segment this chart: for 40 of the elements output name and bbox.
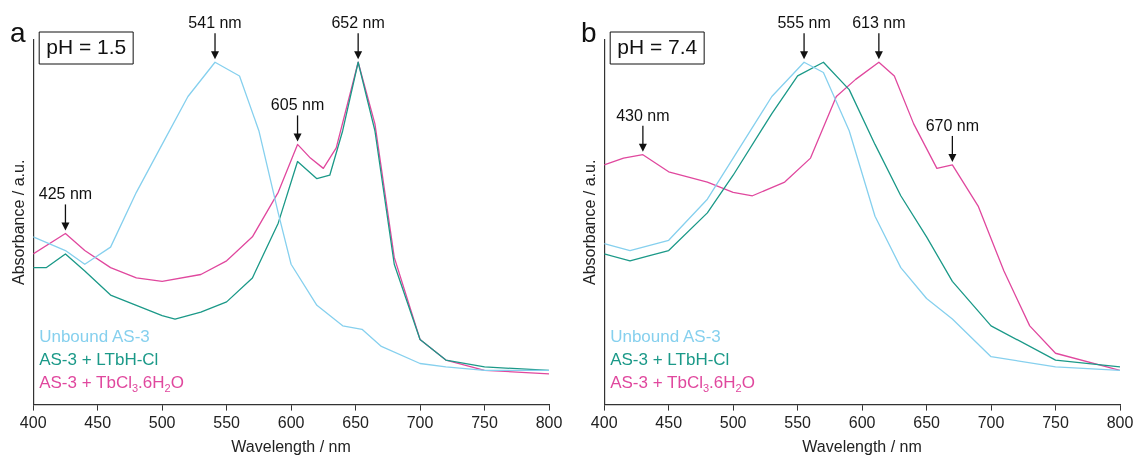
x-tick-label: 400	[590, 413, 618, 431]
annotation: 652 nm	[331, 14, 385, 32]
x-axis-title: Wavelength / nm	[231, 437, 351, 455]
x-tick-label: 550	[784, 413, 812, 431]
annotation: 613 nm	[852, 14, 906, 32]
text: AS-3 + LTbH-Cl	[610, 349, 731, 372]
x-tick-label: 700	[406, 413, 434, 431]
x-tick-label: 700	[977, 413, 1005, 431]
x-tick-label: 750	[1042, 413, 1069, 431]
x-tick-label: 450	[655, 413, 683, 431]
x-tick-label: 500	[719, 413, 747, 431]
annotation: 605 nm	[270, 96, 325, 114]
chart-subtitle: pH = 7.4	[617, 34, 698, 58]
x-tick-label: 600	[848, 413, 876, 431]
x-tick-label: 650	[913, 413, 941, 431]
x-tick-label: 800	[1106, 413, 1134, 431]
annotation: 555 nm	[777, 14, 831, 32]
annotation: 541 nm	[188, 14, 242, 32]
text: Unbound AS-3	[610, 326, 722, 349]
x-tick-label: 650	[342, 413, 370, 431]
annotation: 425 nm	[38, 185, 93, 203]
y-axis-title: Absorbance / a.u.	[581, 159, 599, 286]
y-axis-title: Absorbance / a.u.	[10, 159, 28, 286]
chart-title: b	[581, 17, 597, 48]
x-tick-label: 800	[535, 413, 563, 431]
x-tick-label: 500	[148, 413, 176, 431]
text: Unbound AS-3	[39, 326, 151, 349]
text: AS-3 + LTbH-Cl	[39, 349, 160, 372]
annotation: 670 nm	[925, 116, 980, 134]
x-tick-label: 400	[19, 413, 47, 431]
text: AS-3 + TbCl$_{3}$.6H$_{2}$O	[610, 372, 755, 397]
chart-subtitle: pH = 1.5	[46, 34, 127, 58]
chart-title: a	[10, 17, 26, 48]
x-tick-label: 600	[277, 413, 305, 431]
x-tick-label: 550	[213, 413, 241, 431]
x-axis-title: Wavelength / nm	[802, 437, 922, 455]
text: AS-3 + TbCl$_{3}$.6H$_{2}$O	[39, 372, 184, 397]
x-tick-label: 450	[84, 413, 112, 431]
annotation: 430 nm	[616, 106, 670, 124]
x-tick-label: 750	[471, 413, 498, 431]
